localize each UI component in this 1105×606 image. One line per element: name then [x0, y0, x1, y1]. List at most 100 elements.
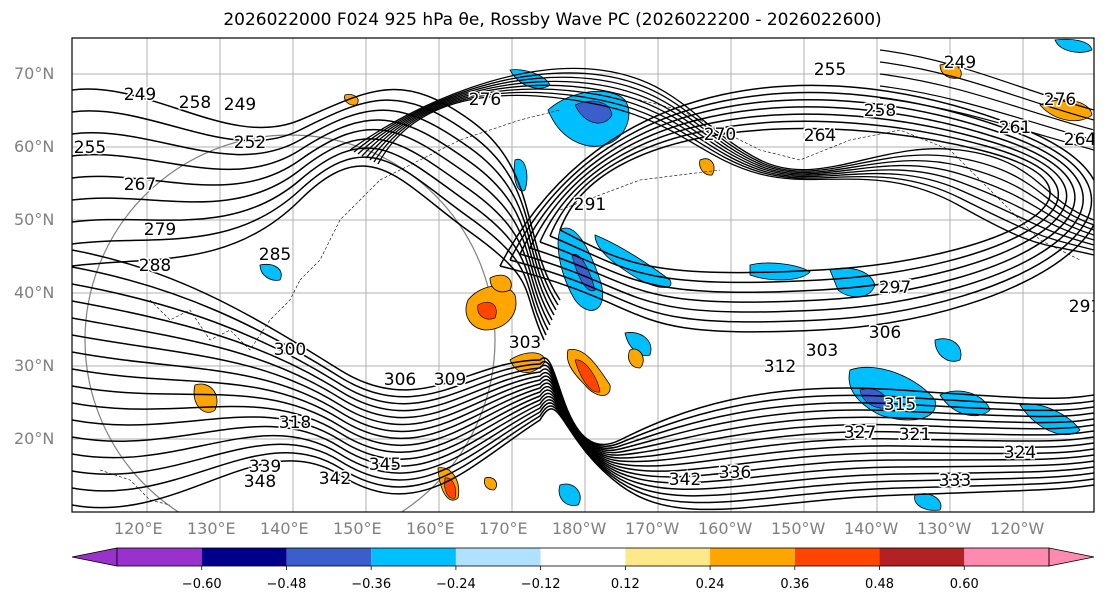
- negative-anomaly-fill: [934, 338, 962, 362]
- contour-label: 288: [139, 256, 171, 276]
- latitude-label: 40°N: [14, 283, 55, 302]
- contour-label: 285: [259, 245, 291, 265]
- theta-e-contour: [369, 88, 1094, 246]
- contour-label: 261: [999, 118, 1031, 138]
- theta-e-contour: [879, 49, 1094, 111]
- colorbar-extend-high: [1048, 547, 1095, 567]
- longitude-label: 160°E: [406, 519, 455, 538]
- colorbar-segment: [710, 548, 795, 566]
- contour-label: 255: [814, 60, 846, 80]
- latitude-label: 30°N: [14, 356, 55, 375]
- theta-e-contour: [72, 385, 1094, 467]
- contour-label: 342: [669, 470, 701, 490]
- latitude-label: 70°N: [14, 64, 55, 83]
- colorbar-tick-label: −0.60: [181, 577, 222, 592]
- positive-anomaly-fill: [484, 477, 497, 491]
- colorbar-tick-label: 0.48: [865, 577, 895, 592]
- contour-label: 279: [144, 220, 176, 240]
- colorbar-tick-label: −0.12: [520, 577, 561, 592]
- contour-label: 270: [704, 125, 736, 145]
- contour-label: 348: [244, 472, 276, 492]
- contour-label: 276: [1044, 90, 1076, 110]
- contour-label: 264: [804, 126, 836, 146]
- longitude-label: 130°W: [917, 519, 972, 538]
- contour-label: 249: [944, 53, 976, 73]
- theta-e-contour: [879, 85, 1094, 141]
- negative-anomaly-fill: [624, 332, 652, 356]
- contour-label: 333: [939, 471, 971, 491]
- contour-label: 306: [384, 370, 416, 390]
- theta-e-contour: [549, 120, 1060, 284]
- negative-anomaly-fill: [1054, 38, 1093, 53]
- contour-label: 267: [124, 175, 156, 195]
- colorbar-segment: [286, 548, 372, 566]
- contour-label: 276: [469, 90, 501, 110]
- anomaly-core-fill: [477, 301, 497, 320]
- coastline: [149, 279, 301, 351]
- theta-e-contour: [72, 399, 1094, 491]
- map-frame: [71, 37, 1095, 513]
- theta-e-contour: [72, 408, 1094, 511]
- theta-e-contour: [365, 84, 1094, 241]
- contour-label: 321: [899, 425, 931, 445]
- contour-label: 339: [249, 457, 281, 477]
- contour-label: 327: [844, 423, 876, 443]
- theta-e-contour: [509, 91, 1092, 323]
- contour-label: 264: [1064, 130, 1096, 150]
- theta-e-contour: [529, 106, 1076, 303]
- contour-label: 342: [319, 469, 351, 489]
- map-title: 2026022000 F024 925 hPa θe, Rossby Wave …: [223, 10, 882, 30]
- coastline: [379, 109, 561, 181]
- colorbar-segment: [540, 548, 626, 566]
- colorbar-segment: [794, 548, 880, 566]
- negative-anomaly-fill: [939, 390, 991, 417]
- positive-anomaly-fill: [489, 274, 512, 293]
- colorbar-segment: [117, 548, 202, 566]
- contour-label: 291: [1069, 297, 1101, 317]
- theta-e-contour: [377, 94, 1094, 256]
- colorbar-tick-label: −0.48: [266, 577, 307, 592]
- theta-e-contour: [357, 76, 1094, 231]
- longitude-label: 140°E: [260, 519, 309, 538]
- contour-label: 306: [869, 323, 901, 343]
- theta-e-contour: [879, 73, 1094, 131]
- theta-e-contour: [72, 389, 1094, 472]
- negative-anomaly-fill: [1019, 403, 1081, 436]
- contour-label: 252: [234, 133, 266, 153]
- theta-e-contour: [72, 109, 557, 311]
- colorbar-tick-label: 0.36: [780, 577, 810, 592]
- colorbar-frame: [116, 547, 1050, 567]
- contour-labels: 249 258 249 252 255 267 279 288 285 276 291 270 300 3…: [72, 52, 1101, 494]
- longitude-label: 170°W: [625, 519, 680, 538]
- negative-anomaly-fill: [513, 158, 528, 192]
- longitude-label: 130°E: [187, 519, 236, 538]
- theta-e-contour: [349, 67, 1094, 221]
- longitude-label: 140°W: [844, 519, 899, 538]
- positive-anomaly-fill: [628, 348, 644, 369]
- theta-e-contour: [373, 91, 1094, 251]
- theta-e-contour: [72, 392, 1094, 478]
- longitude-label: 120°W: [990, 519, 1045, 538]
- contour-label: 291: [574, 195, 606, 215]
- colorbar-segment: [371, 548, 456, 566]
- theta-e-contour: [72, 156, 547, 336]
- coastline: [299, 179, 381, 281]
- contour-label: 303: [509, 333, 541, 353]
- contour-label: 318: [279, 413, 311, 433]
- theta-e-contour: [879, 61, 1094, 121]
- theta-e-contour: [72, 402, 1094, 497]
- anomaly-core-fill: [574, 100, 613, 124]
- colorbar-tick-label: −0.36: [351, 577, 392, 592]
- map-area: 249 258 249 252 255 267 279 288 285 276 291 270 300 3…: [72, 38, 1101, 512]
- latitude-label: 60°N: [14, 137, 55, 156]
- rossby-wave-shading: [193, 38, 1093, 511]
- longitude-label: 150°E: [333, 519, 382, 538]
- contour-label: 336: [719, 463, 751, 483]
- contour-label: 324: [1004, 443, 1036, 463]
- theta-e-contour: [72, 165, 545, 341]
- theta-e-contour: [72, 119, 555, 316]
- latitude-label: 20°N: [14, 429, 55, 448]
- theta-e-contour: [519, 99, 1084, 313]
- theta-e-contour: [72, 395, 1094, 484]
- positive-anomaly-fill: [193, 383, 218, 413]
